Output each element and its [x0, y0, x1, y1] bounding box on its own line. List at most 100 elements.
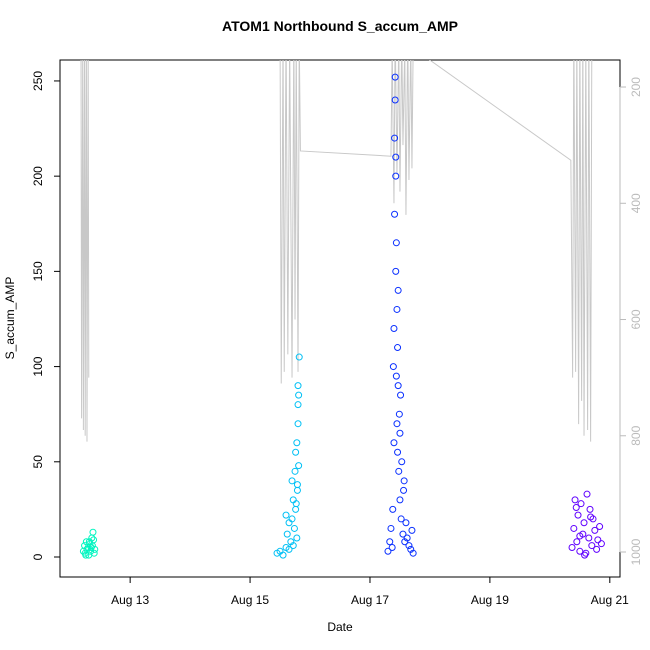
- y2-tick-label: 800: [629, 425, 643, 445]
- x-tick-label: Aug 13: [111, 593, 149, 607]
- data-point: [288, 477, 296, 485]
- data-point: [287, 538, 295, 546]
- data-point: [594, 536, 602, 544]
- y-tick-label: 50: [31, 455, 45, 469]
- data-point: [295, 462, 303, 470]
- y-tick-label: 0: [31, 553, 45, 560]
- data-point: [292, 505, 300, 513]
- data-point: [577, 500, 585, 508]
- y2-tick-label: 1000: [629, 538, 643, 565]
- data-point: [568, 543, 576, 551]
- y-tick-label: 200: [31, 166, 45, 186]
- data-point: [389, 363, 397, 371]
- data-point: [399, 530, 407, 538]
- data-point: [290, 524, 298, 532]
- plot-frame: [59, 59, 621, 578]
- data-point: [283, 530, 291, 538]
- data-point: [588, 542, 596, 550]
- data-point: [293, 481, 301, 489]
- data-point: [407, 545, 415, 553]
- data-point: [405, 542, 413, 550]
- data-point: [387, 524, 395, 532]
- data-point: [398, 458, 406, 466]
- data-point: [397, 391, 405, 399]
- data-point: [394, 344, 402, 352]
- y-tick-label: 100: [31, 356, 45, 376]
- data-point: [89, 528, 97, 536]
- data-point: [391, 96, 399, 104]
- x-tick-label: Aug 17: [351, 593, 389, 607]
- data-point: [400, 486, 408, 494]
- data-point: [394, 286, 402, 294]
- data-point: [586, 505, 594, 513]
- y-tick-label: 250: [31, 71, 45, 91]
- data-point: [596, 523, 604, 531]
- data-point: [90, 536, 98, 544]
- data-point: [571, 496, 579, 504]
- data-point: [292, 500, 300, 508]
- data-point: [400, 477, 408, 485]
- chart-title: ATOM1 Northbound S_accum_AMP: [222, 18, 458, 34]
- data-point: [392, 372, 400, 380]
- data-point: [294, 420, 302, 428]
- data-point: [395, 410, 403, 418]
- data-point: [392, 239, 400, 247]
- data-point: [402, 519, 410, 527]
- data-point: [597, 540, 605, 548]
- data-point: [295, 391, 303, 399]
- plot-area: [79, 60, 605, 559]
- y-tick-label: 150: [31, 261, 45, 281]
- data-point: [593, 545, 601, 553]
- data-point: [291, 467, 299, 475]
- data-point: [87, 543, 95, 551]
- data-point: [396, 429, 404, 437]
- data-point: [392, 267, 400, 275]
- data-point: [285, 519, 293, 527]
- data-point: [591, 526, 599, 534]
- data-point: [293, 439, 301, 447]
- y2-tick-label: 200: [629, 77, 643, 97]
- data-point: [583, 490, 591, 498]
- data-point: [285, 545, 293, 553]
- y2-tick-label: 600: [629, 309, 643, 329]
- data-point: [582, 549, 590, 557]
- data-point: [573, 538, 581, 546]
- data-point: [294, 382, 302, 390]
- x-tick-label: Aug 21: [591, 593, 629, 607]
- x-axis-title: Date: [327, 620, 353, 634]
- data-point: [293, 534, 301, 542]
- data-point: [292, 448, 300, 456]
- line-series: [80, 60, 593, 442]
- data-point: [91, 545, 99, 553]
- data-point: [408, 526, 416, 534]
- data-point: [397, 515, 405, 523]
- data-point: [585, 534, 593, 542]
- data-point: [570, 524, 578, 532]
- data-point: [393, 305, 401, 313]
- data-point: [391, 210, 399, 218]
- data-point: [392, 172, 400, 180]
- data-point: [293, 486, 301, 494]
- data-point: [401, 538, 409, 546]
- data-point: [572, 503, 580, 511]
- data-point: [389, 505, 397, 513]
- data-point: [576, 532, 584, 540]
- data-point: [289, 542, 297, 550]
- data-point: [403, 534, 411, 542]
- data-point: [409, 549, 417, 557]
- data-point: [394, 448, 402, 456]
- x-tick-label: Aug 19: [471, 593, 509, 607]
- data-point: [295, 353, 303, 361]
- y-axis-title: S_accum_AMP: [3, 277, 17, 360]
- data-point: [386, 538, 394, 546]
- data-point: [396, 496, 404, 504]
- data-point: [390, 324, 398, 332]
- data-point: [576, 547, 584, 555]
- data-point: [279, 551, 287, 559]
- data-point: [391, 73, 399, 81]
- data-point: [390, 439, 398, 447]
- data-point: [90, 549, 98, 557]
- data-point: [392, 153, 400, 161]
